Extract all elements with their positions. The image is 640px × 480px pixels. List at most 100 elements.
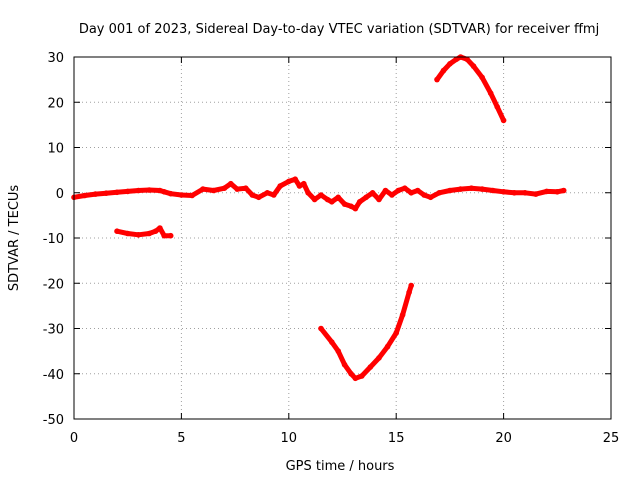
data-point (533, 191, 539, 197)
x-tick-label: 25 (603, 431, 620, 446)
x-tick-label: 10 (281, 431, 298, 446)
data-point (554, 189, 561, 195)
data-point (311, 196, 318, 203)
data-point (200, 186, 206, 192)
data-point (522, 190, 528, 196)
data-point (468, 185, 475, 191)
x-tick-label: 20 (495, 431, 512, 446)
data-point (427, 194, 434, 201)
data-point (408, 282, 415, 289)
data-point (560, 187, 567, 194)
data-point (335, 194, 342, 201)
data-point (434, 76, 440, 83)
data-point (178, 192, 185, 198)
data-point (189, 192, 195, 199)
data-point (402, 185, 408, 191)
data-point (436, 190, 443, 196)
data-point (296, 183, 303, 189)
data-point (161, 189, 167, 195)
data-point (161, 232, 167, 239)
data-point (453, 56, 460, 63)
data-point (292, 176, 299, 182)
data-point (103, 190, 109, 196)
y-tick-label: -40 (43, 368, 64, 383)
data-point (356, 199, 363, 205)
data-point (221, 185, 228, 191)
data-point (440, 67, 447, 74)
y-tick-label: -20 (43, 277, 64, 292)
data-point (286, 178, 292, 185)
data-point (479, 74, 485, 81)
data-point (447, 187, 453, 194)
data-point (543, 188, 550, 195)
data-point (318, 325, 324, 332)
data-point (324, 196, 331, 203)
data-point (301, 180, 307, 187)
data-point (318, 192, 324, 198)
x-tick-label: 5 (177, 431, 185, 446)
data-point (271, 192, 277, 198)
y-tick-label: 30 (47, 51, 64, 66)
data-point (114, 228, 120, 234)
y-axis-label: SDTVAR / TECUs (7, 185, 22, 292)
data-point (255, 194, 262, 201)
data-point (376, 196, 382, 203)
data-point (135, 232, 142, 238)
data-point (341, 201, 348, 207)
data-point (382, 187, 389, 194)
data-point (352, 205, 359, 212)
data-point (152, 228, 159, 234)
data-point (421, 192, 427, 198)
data-point (157, 225, 163, 231)
y-tick-label: -10 (43, 232, 64, 247)
data-point (395, 187, 402, 194)
data-point (367, 364, 374, 370)
y-tick-label: 0 (56, 187, 64, 202)
data-point (341, 361, 348, 368)
data-point (167, 232, 174, 239)
data-point (167, 190, 174, 197)
x-tick-label: 15 (388, 431, 405, 446)
y-tick-label: 10 (47, 142, 64, 157)
data-point (389, 192, 395, 198)
data-point (490, 187, 496, 194)
data-point (500, 117, 507, 124)
data-point (124, 230, 131, 237)
data-point (348, 203, 354, 210)
data-point (384, 343, 391, 350)
data-point (376, 355, 382, 361)
x-tick-label: 0 (70, 431, 78, 446)
data-point (487, 90, 494, 96)
data-point (494, 104, 501, 110)
data-point (335, 348, 342, 354)
data-point (447, 61, 453, 67)
x-axis: 0 5 10 15 20 25 (70, 57, 619, 446)
chart-title: Day 001 of 2023, Sidereal Day-to-day VTE… (79, 22, 599, 37)
data-point (399, 312, 406, 318)
data-point (348, 371, 354, 377)
series-line-4 (434, 54, 507, 123)
data-point (210, 187, 217, 194)
data-point (264, 190, 271, 196)
data-point (511, 190, 518, 196)
data-point (243, 185, 249, 191)
data-point (414, 187, 421, 194)
data-point (363, 194, 369, 201)
data-point (359, 373, 365, 379)
data-point (393, 330, 400, 336)
series-layer (71, 54, 567, 382)
data-point (352, 375, 359, 382)
data-point (157, 187, 163, 194)
data-point (464, 56, 470, 63)
y-tick-label: -30 (43, 323, 64, 338)
data-point (277, 183, 284, 189)
data-point (305, 190, 311, 196)
data-point (228, 180, 234, 187)
data-point (457, 186, 464, 192)
data-point (408, 190, 415, 196)
data-point (234, 186, 240, 192)
data-point (406, 289, 412, 296)
data-point (146, 230, 152, 237)
y-tick-label: 20 (47, 96, 64, 111)
